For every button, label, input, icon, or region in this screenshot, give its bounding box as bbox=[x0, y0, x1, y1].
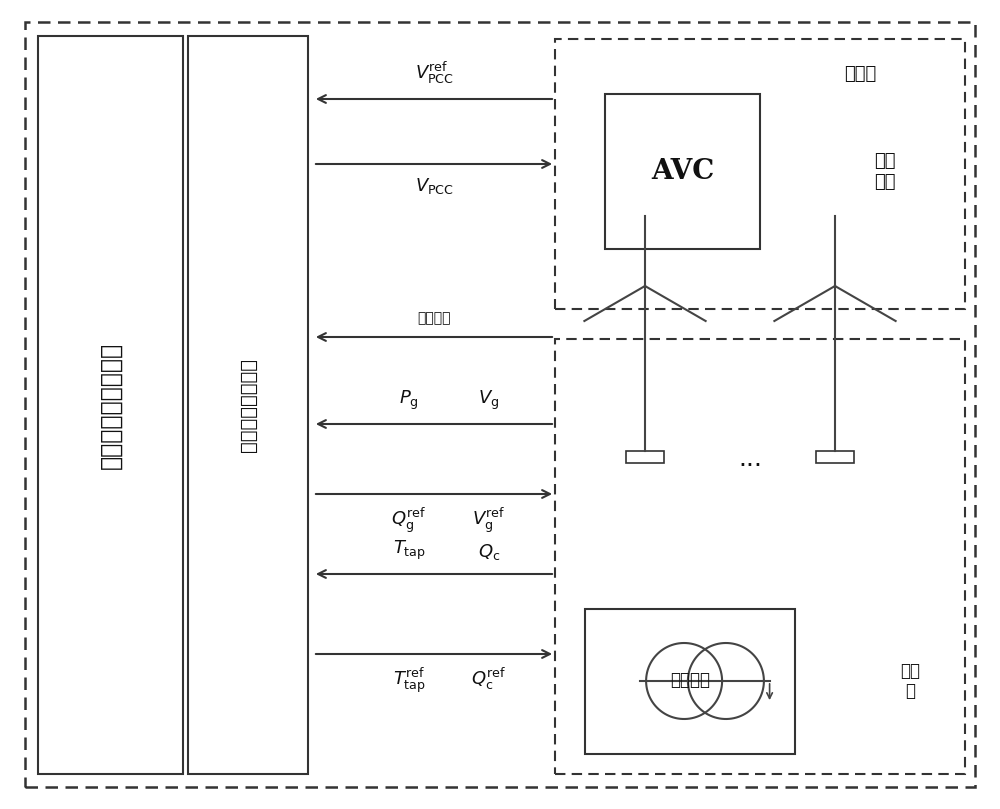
Text: $V^{\rm ref}_{\rm g}$: $V^{\rm ref}_{\rm g}$ bbox=[472, 506, 506, 536]
Bar bbox=[585, 609, 795, 754]
Text: 风场拓扑: 风场拓扑 bbox=[417, 311, 451, 325]
Bar bbox=[555, 339, 965, 774]
Text: 风电场数据监控系统: 风电场数据监控系统 bbox=[98, 341, 122, 468]
Text: $Q^{\rm ref}_{\rm c}$: $Q^{\rm ref}_{\rm c}$ bbox=[471, 666, 507, 693]
Bar bbox=[555, 39, 965, 309]
Text: $Q_{\rm c}$: $Q_{\rm c}$ bbox=[478, 542, 500, 562]
Text: $V_{\rm PCC}$: $V_{\rm PCC}$ bbox=[415, 176, 453, 196]
Text: 风电场: 风电场 bbox=[844, 65, 876, 83]
Text: $V_{\rm g}$: $V_{\rm g}$ bbox=[478, 389, 500, 412]
Text: 调度
系统: 调度 系统 bbox=[874, 152, 896, 191]
Text: $V^{\rm ref}_{\rm PCC}$: $V^{\rm ref}_{\rm PCC}$ bbox=[415, 60, 453, 86]
Bar bbox=[816, 451, 854, 463]
Text: ...: ... bbox=[738, 447, 762, 471]
Text: $T^{\rm ref}_{\rm tap}$: $T^{\rm ref}_{\rm tap}$ bbox=[393, 666, 425, 696]
Text: $P_{\rm g}$: $P_{\rm g}$ bbox=[399, 389, 419, 412]
Bar bbox=[188, 36, 308, 774]
Text: $Q^{\rm ref}_{\rm g}$: $Q^{\rm ref}_{\rm g}$ bbox=[391, 506, 427, 536]
Bar bbox=[605, 94, 760, 249]
Text: 并联补偿: 并联补偿 bbox=[670, 671, 710, 689]
Text: $T_{\rm tap}$: $T_{\rm tap}$ bbox=[393, 539, 425, 562]
Bar bbox=[626, 451, 664, 463]
Text: 升压
站: 升压 站 bbox=[900, 662, 920, 701]
Bar bbox=[38, 36, 183, 774]
Text: 无功电压控制系统: 无功电压控制系统 bbox=[239, 358, 258, 452]
Text: AVC: AVC bbox=[651, 158, 714, 185]
